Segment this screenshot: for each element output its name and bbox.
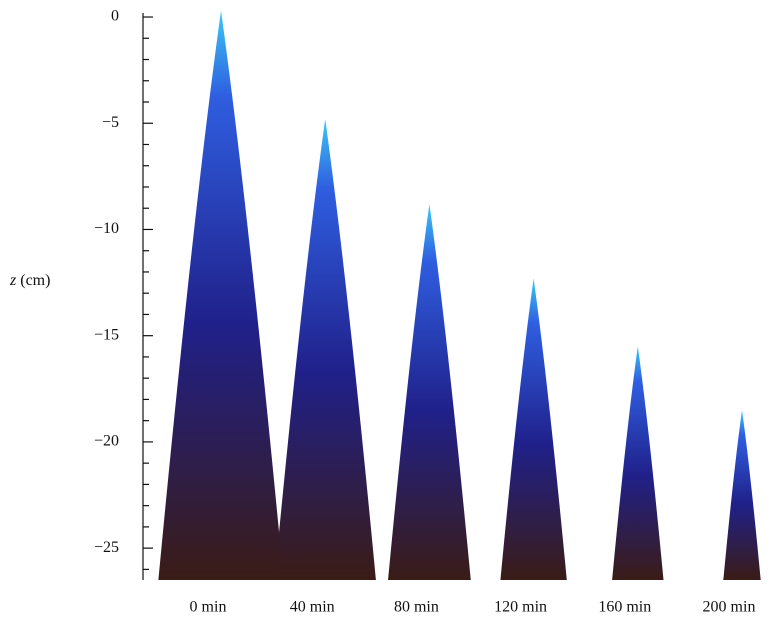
cone [388, 203, 471, 580]
cone [612, 346, 664, 580]
x-tick-label: 80 min [394, 599, 439, 616]
y-tick-label: −5 [102, 114, 119, 131]
y-tick-label: −15 [94, 326, 119, 343]
y-tick-label: −25 [94, 539, 119, 556]
x-tick-label: 160 min [598, 599, 651, 616]
cone [500, 278, 567, 580]
y-axis-label: z (cm) [9, 272, 50, 289]
y-tick-label: −10 [94, 220, 119, 237]
cone [158, 10, 284, 581]
cone [274, 118, 376, 581]
cone [723, 410, 761, 580]
x-tick-label: 40 min [290, 599, 335, 616]
x-tick-label: 0 min [190, 599, 227, 616]
y-tick-label: −20 [94, 433, 119, 450]
x-tick-label: 120 min [494, 599, 547, 616]
y-tick-label: 0 [111, 8, 119, 25]
x-tick-label: 200 min [703, 599, 756, 616]
